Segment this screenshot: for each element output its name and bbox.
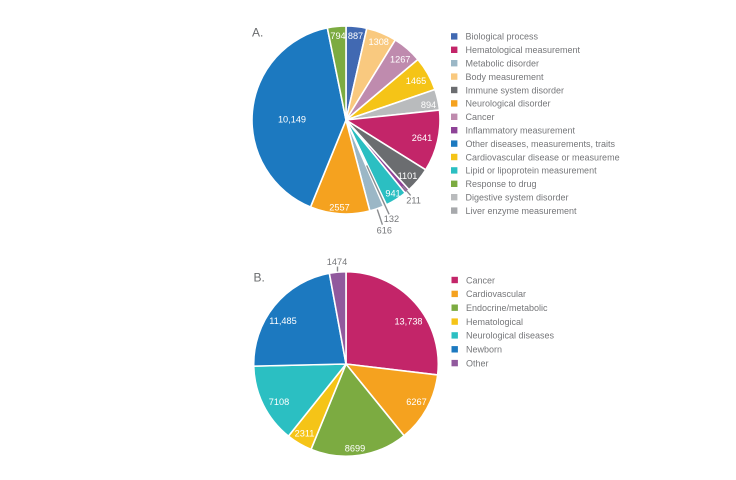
svg-text:Metabolic disorder: Metabolic disorder — [466, 59, 540, 69]
svg-text:Lipid or lipoprotein measureme: Lipid or lipoprotein measurement — [466, 166, 598, 176]
svg-text:Endocrine/metabolic: Endocrine/metabolic — [466, 303, 548, 313]
svg-text:Body measurement: Body measurement — [466, 72, 545, 82]
svg-text:Biological process: Biological process — [466, 32, 539, 42]
svg-text:2641: 2641 — [412, 133, 432, 143]
svg-text:211: 211 — [406, 196, 421, 206]
svg-text:616: 616 — [377, 225, 392, 235]
svg-text:2557: 2557 — [329, 203, 349, 213]
svg-text:1267: 1267 — [390, 54, 410, 64]
svg-text:Digestive system disorder: Digestive system disorder — [466, 193, 569, 203]
svg-text:894: 894 — [421, 100, 436, 110]
svg-text:132: 132 — [384, 214, 399, 224]
svg-text:Cancer: Cancer — [466, 275, 495, 285]
svg-text:A.: A. — [252, 26, 263, 40]
svg-text:1308: 1308 — [368, 37, 388, 47]
svg-text:Neurological disorder: Neurological disorder — [466, 99, 551, 109]
svg-text:Cardiovascular: Cardiovascular — [466, 289, 526, 299]
svg-text:Immune system disorder: Immune system disorder — [466, 85, 565, 95]
svg-text:Newborn: Newborn — [466, 345, 502, 355]
svg-text:2311: 2311 — [295, 428, 315, 438]
svg-text:1474: 1474 — [327, 257, 347, 267]
svg-text:1101: 1101 — [398, 171, 418, 181]
svg-text:887: 887 — [348, 31, 363, 41]
svg-text:Other diseases, measurements,: Other diseases, measurements, traits — [466, 139, 616, 149]
svg-text:Response to drug: Response to drug — [466, 179, 537, 189]
svg-text:Hematological: Hematological — [466, 317, 523, 327]
svg-text:Other: Other — [466, 358, 489, 368]
svg-text:8699: 8699 — [345, 444, 365, 454]
svg-text:794: 794 — [330, 31, 345, 41]
svg-text:Neurological diseases: Neurological diseases — [466, 331, 555, 341]
svg-text:Cancer: Cancer — [466, 112, 495, 122]
svg-text:Inflammatory measurement: Inflammatory measurement — [466, 126, 576, 136]
svg-text:Cardiovascular disease or meas: Cardiovascular disease or measureme — [466, 152, 620, 162]
svg-text:Hematological measurement: Hematological measurement — [466, 45, 581, 55]
svg-text:13,738: 13,738 — [394, 317, 422, 327]
svg-text:11,485: 11,485 — [269, 316, 296, 326]
svg-text:Liver enzyme measurement: Liver enzyme measurement — [466, 206, 578, 216]
svg-text:1465: 1465 — [406, 76, 426, 86]
svg-text:10,149: 10,149 — [278, 115, 306, 125]
svg-text:7108: 7108 — [269, 397, 289, 407]
svg-text:941: 941 — [385, 189, 400, 199]
svg-text:6267: 6267 — [406, 397, 426, 407]
svg-text:B.: B. — [254, 270, 265, 284]
